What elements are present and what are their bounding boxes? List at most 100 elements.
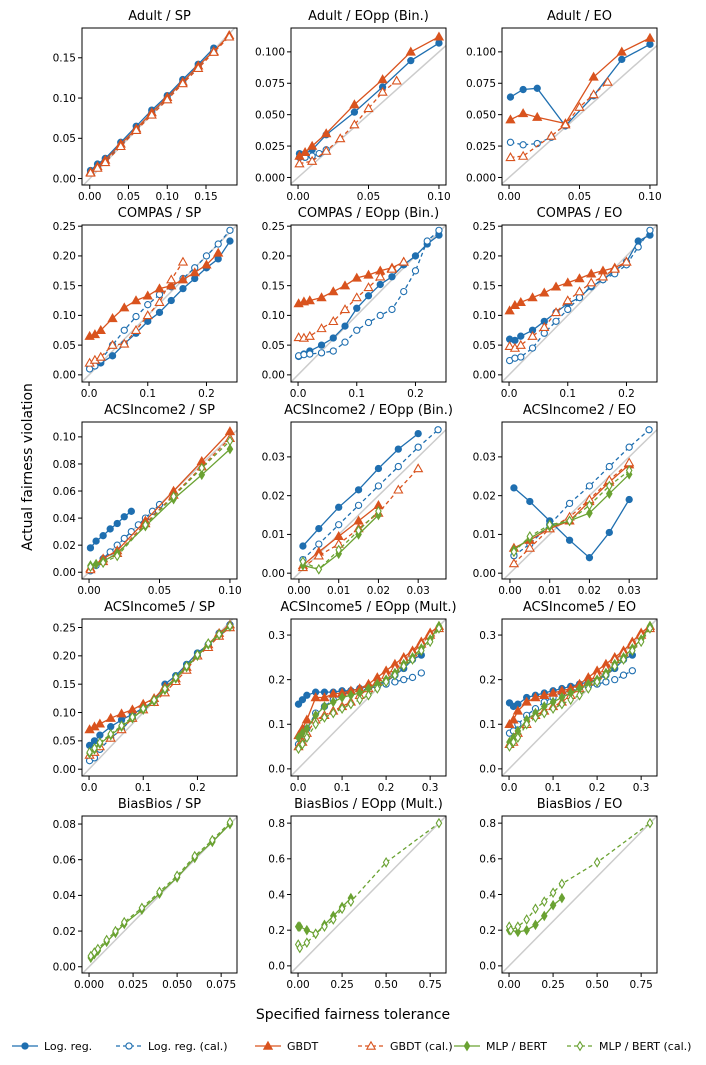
data-point-gbc [316,323,327,333]
data-point-lrc [528,344,537,352]
subplot-9: ACSIncome2 / EO 0.00 0.01 0.02 0.03 0.00 0.01 0… [473,403,658,597]
y-tick-label: 0.00 [53,567,76,579]
data-point-gb [515,297,526,307]
data-point-gb [321,128,332,138]
x-tick-label: 0.2 [407,388,424,400]
series-line-lrc [302,429,439,561]
subplot-13: BiasBios / SP 0.000 0.025 0.050 0.075 0.00 0.0… [53,797,238,991]
y-tick-label: 0.050 [466,109,496,121]
x-tick-label: 0.2 [198,388,215,400]
data-point-mlpc [139,703,147,714]
data-point-gb [532,111,543,121]
data-point-mlpc [576,689,583,701]
data-point-mlpc [303,937,311,949]
data-point-lrc [414,443,422,451]
data-point-lrc [155,500,164,509]
series-group [85,29,235,177]
data-point-gb [94,718,106,728]
y-tick-label: 0.15 [53,53,76,65]
data-point-mlpc [355,525,362,536]
data-point-gbc [597,271,609,281]
data-point-gb [517,108,529,118]
data-point-gbc [504,341,515,351]
data-point-gbc [107,339,118,349]
subplot-6: COMPAS / EO 0.0 0.1 0.2 0.00 0.05 0.10 0.15 0.20… [473,206,658,400]
data-point-gbc [363,282,374,292]
subplot-7: ACSIncome2 / SP 0.00 0.05 0.10 0.00 0.02 0.04 0… [53,403,242,597]
data-point-gb [319,692,330,702]
data-point-lrc [519,141,527,149]
data-point-lrc [394,462,402,471]
data-point-lr [510,484,518,492]
data-point-mlpc [611,660,619,672]
data-point-lr [414,429,422,438]
data-point-lrc [540,329,548,337]
subplot-title: ACSIncome5 / EOpp (Mult.) [280,600,456,615]
y-tick-label: 0.2 [479,674,496,686]
data-point-mlp [295,732,302,743]
y-axis-label: Actual fairness violation [20,383,36,551]
x-tick-label: 0.10 [427,191,450,203]
plot-frame [290,224,447,383]
subplot-title: Adult / SP [128,9,191,24]
data-point-gbc [602,76,613,86]
data-point-lr [127,507,135,515]
y-tick-label: 0.25 [53,622,76,634]
data-point-gbc [130,324,142,334]
data-point-gb [166,280,177,290]
y-tick-label: 0.1 [268,719,285,731]
y-tick-label: 0.02 [53,540,76,552]
data-point-gbc [177,78,188,88]
legend-item-gbc: GBDT (cal.) [358,1040,453,1053]
subplot-title: COMPAS / EO [537,206,623,221]
data-point-mlpc [204,638,212,649]
data-point-gb [351,272,362,282]
data-point-gbc [154,297,165,307]
y-tick-label: 0.02 [473,490,496,502]
data-point-gbc [505,152,516,162]
x-tick-label: 0.075 [206,979,236,991]
data-point-mlp [296,921,304,932]
data-point-mlpc [99,557,107,569]
data-point-lr [108,352,117,360]
y-tick-label: 0.05 [262,340,285,352]
data-point-gbc [377,86,388,96]
data-point-gbc [621,256,632,266]
data-point-gb [154,283,165,293]
x-tick-label: 0.00 [78,191,101,203]
legend-label: Log. reg. [44,1040,92,1053]
data-point-gb [177,274,189,284]
plot-frame [81,815,238,974]
x-tick-label: 0.0 [290,782,307,794]
data-point-mlpc [170,491,177,502]
data-point-lrc [300,350,308,359]
data-point-mlp [523,924,530,936]
data-point-gb [527,292,538,302]
y-tick-label: 0.15 [53,280,76,292]
y-tick-label: 0.15 [53,679,76,691]
data-point-mlpc [365,689,372,701]
subplot-title: COMPAS / EOpp (Bin.) [298,206,439,221]
y-tick-label: 0.10 [473,310,496,322]
data-point-gbc [527,330,538,340]
x-tick-label: 0.02 [367,585,390,597]
data-point-mlpc [226,816,234,828]
data-point-lrc [605,462,613,471]
data-point-gb [530,692,541,702]
data-point-mlpc [321,712,328,723]
data-point-gbc [398,256,409,266]
y-tick-label: 0.0 [268,961,285,973]
data-point-mlpc [523,718,530,730]
data-point-gb [512,705,523,715]
x-tick-label: 0.75 [418,979,441,991]
data-point-gbc [588,89,599,99]
x-tick-label: 0.00 [77,585,100,597]
data-point-mlpc [312,718,319,730]
data-point-lr [167,296,175,305]
subplot-12: ACSIncome5 / EO 0.0 0.1 0.2 0.3 0.0 0.1 0.2 0.3 [479,600,658,794]
data-point-lr [226,237,234,245]
data-point-gbc [131,124,142,134]
y-tick-label: 0.06 [53,486,77,498]
data-point-gbc [609,263,620,273]
data-point-mlp [514,926,522,938]
